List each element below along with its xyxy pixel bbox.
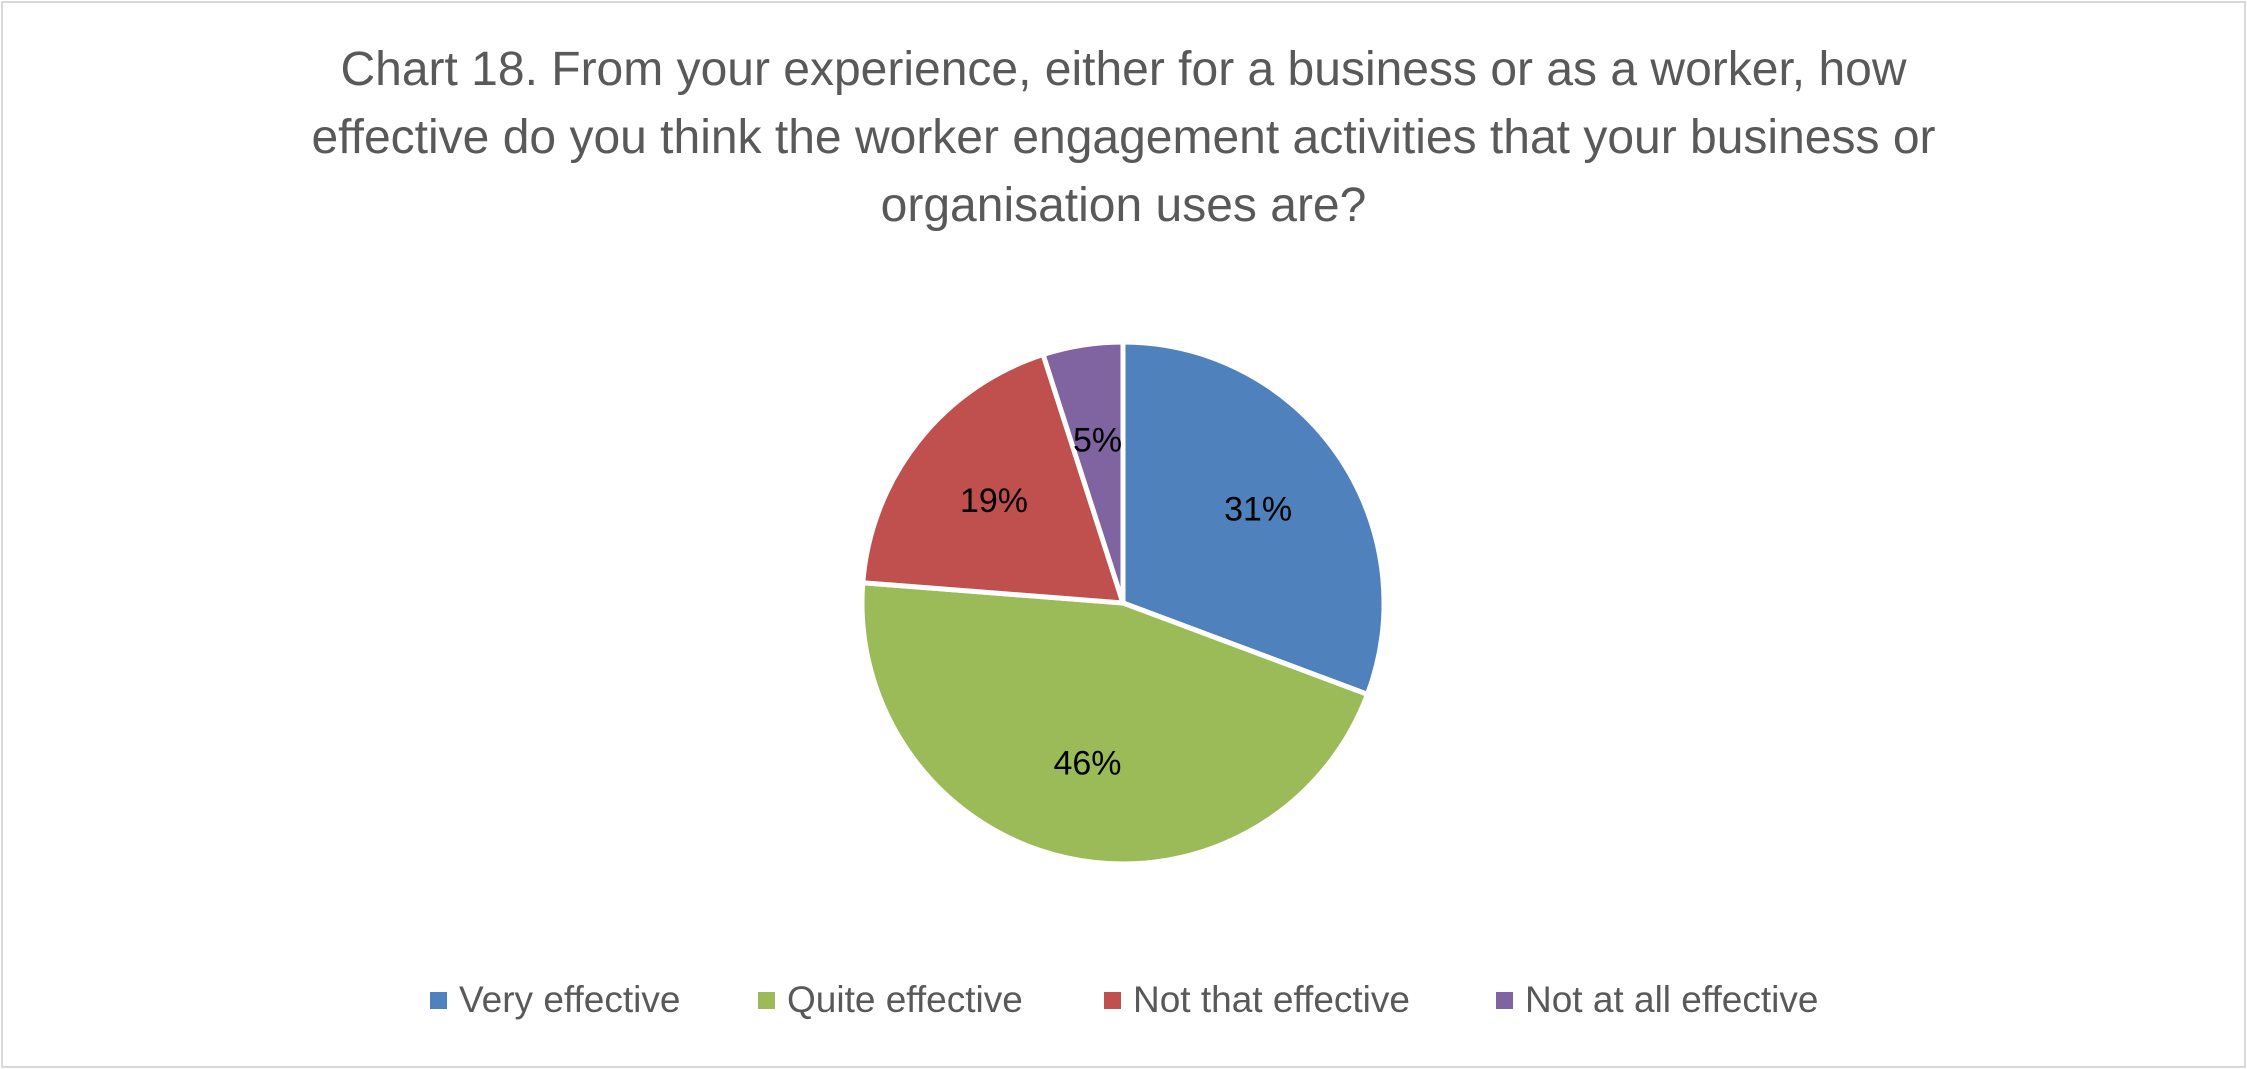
legend-item-not-that-effective: Not that effective bbox=[1104, 972, 1410, 1028]
pie-slice-not-at-all-effective bbox=[1040, 339, 1126, 606]
data-label-very-effective: 31% bbox=[1224, 490, 1292, 528]
legend-swatch-very-effective bbox=[430, 991, 447, 1009]
pie-slice-very-effective bbox=[1120, 339, 1387, 697]
legend-label-very-effective: Very effective bbox=[459, 979, 681, 1020]
legend-swatch-not-that-effective bbox=[1104, 991, 1121, 1009]
legend-label-not-that-effective: Not that effective bbox=[1133, 979, 1410, 1020]
legend-swatch-quite-effective bbox=[758, 991, 775, 1009]
pie-slices bbox=[859, 339, 1387, 867]
pie-data-labels: 31% 46% 19% 5% bbox=[960, 422, 1292, 783]
pie-slice-not-that-effective bbox=[860, 352, 1126, 606]
chart-title-line-3: organisation uses are? bbox=[880, 179, 1367, 232]
data-label-not-at-all-effective: 5% bbox=[1073, 422, 1122, 460]
chart-legend: Very effective Quite effective Not that … bbox=[0, 972, 2247, 1028]
chart-title-line-2: effective do you think the worker engage… bbox=[311, 111, 1936, 164]
legend-item-quite-effective: Quite effective bbox=[758, 972, 1023, 1028]
legend-label-quite-effective: Quite effective bbox=[787, 979, 1023, 1020]
pie-slice-quite-effective bbox=[859, 580, 1370, 867]
legend-label-not-at-all-effective: Not at all effective bbox=[1525, 979, 1819, 1020]
data-label-not-that-effective: 19% bbox=[960, 482, 1028, 520]
legend-item-not-at-all-effective: Not at all effective bbox=[1496, 972, 1818, 1028]
chart-title: Chart 18. From your experience, either f… bbox=[120, 36, 2127, 240]
legend-swatch-not-at-all-effective bbox=[1496, 991, 1513, 1009]
legend-item-very-effective: Very effective bbox=[430, 972, 680, 1028]
chart-title-line-1: Chart 18. From your experience, either f… bbox=[340, 43, 1907, 96]
data-label-quite-effective: 46% bbox=[1053, 745, 1121, 783]
